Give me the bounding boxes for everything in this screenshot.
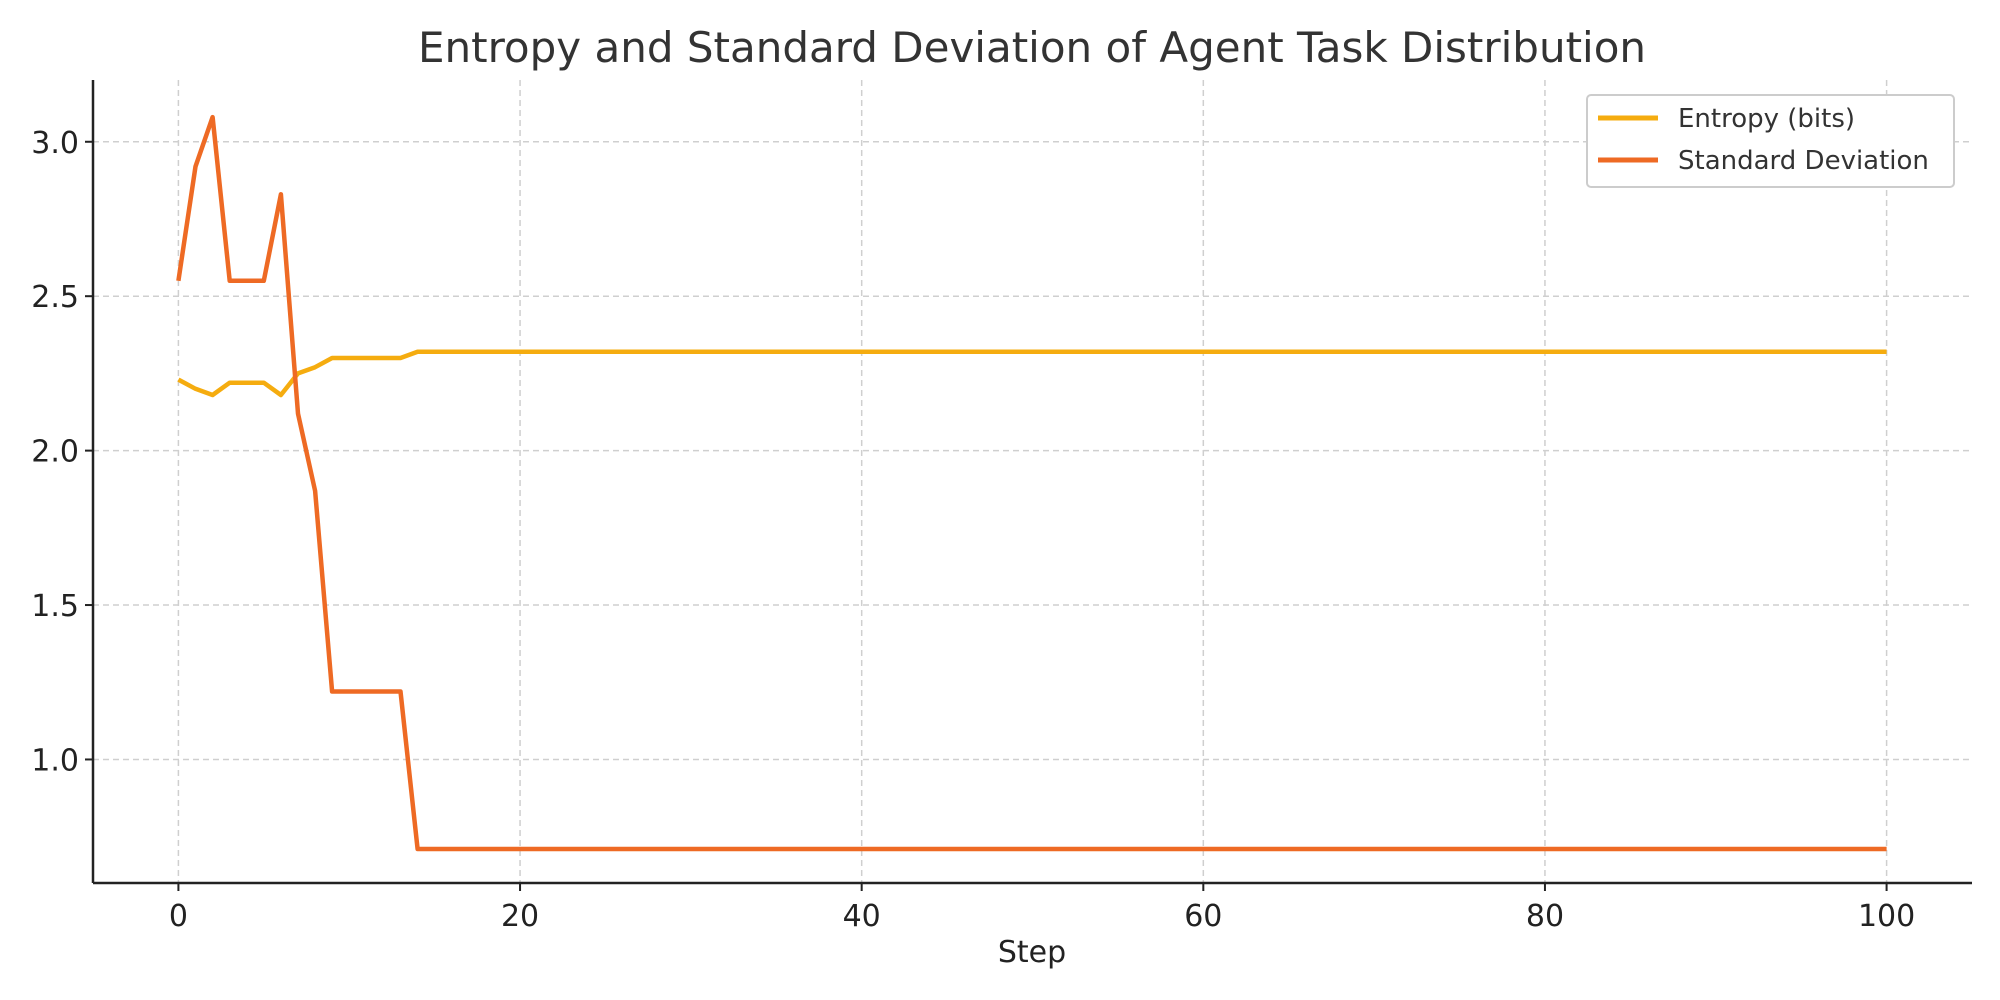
ticks: 0 20 40 60 80 100 1.0 1.5 2.0 2.5 3.0 bbox=[31, 126, 1915, 934]
legend: Entropy (bits) Standard Deviation bbox=[1586, 94, 1955, 188]
legend-box bbox=[1586, 94, 1955, 188]
x-tick-label: 60 bbox=[1184, 899, 1222, 934]
x-tick-label: 80 bbox=[1526, 899, 1564, 934]
y-tick-label: 2.0 bbox=[31, 435, 79, 470]
y-tick-label: 1.0 bbox=[31, 743, 79, 778]
chart-title: Entropy and Standard Deviation of Agent … bbox=[418, 23, 1646, 72]
x-tick-label: 20 bbox=[501, 899, 539, 934]
y-tick-label: 3.0 bbox=[31, 126, 79, 161]
x-axis-label: Step bbox=[998, 935, 1066, 970]
x-tick-label: 100 bbox=[1858, 899, 1915, 934]
legend-label-entropy: Entropy (bits) bbox=[1678, 104, 1855, 134]
series-line-standard-deviation bbox=[176, 114, 1887, 852]
x-tick-label: 40 bbox=[843, 899, 881, 934]
axes bbox=[91, 80, 1972, 885]
series-line-entropy-bits bbox=[177, 349, 1887, 398]
y-tick-label: 2.5 bbox=[31, 280, 79, 315]
grid-lines bbox=[93, 80, 1972, 883]
series-lines bbox=[176, 114, 1887, 852]
x-tick-label: 0 bbox=[169, 899, 188, 934]
legend-label-standard-deviation: Standard Deviation bbox=[1678, 146, 1929, 176]
y-tick-label: 1.5 bbox=[31, 589, 79, 624]
